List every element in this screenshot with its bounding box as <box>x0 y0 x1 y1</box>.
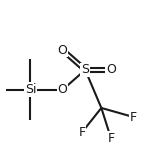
Text: O: O <box>58 83 68 96</box>
Text: F: F <box>107 132 115 145</box>
Text: F: F <box>130 111 137 124</box>
Text: S: S <box>81 63 89 76</box>
Text: Si: Si <box>25 83 36 96</box>
Text: O: O <box>58 44 68 57</box>
Text: F: F <box>78 126 86 139</box>
Text: O: O <box>106 63 116 76</box>
